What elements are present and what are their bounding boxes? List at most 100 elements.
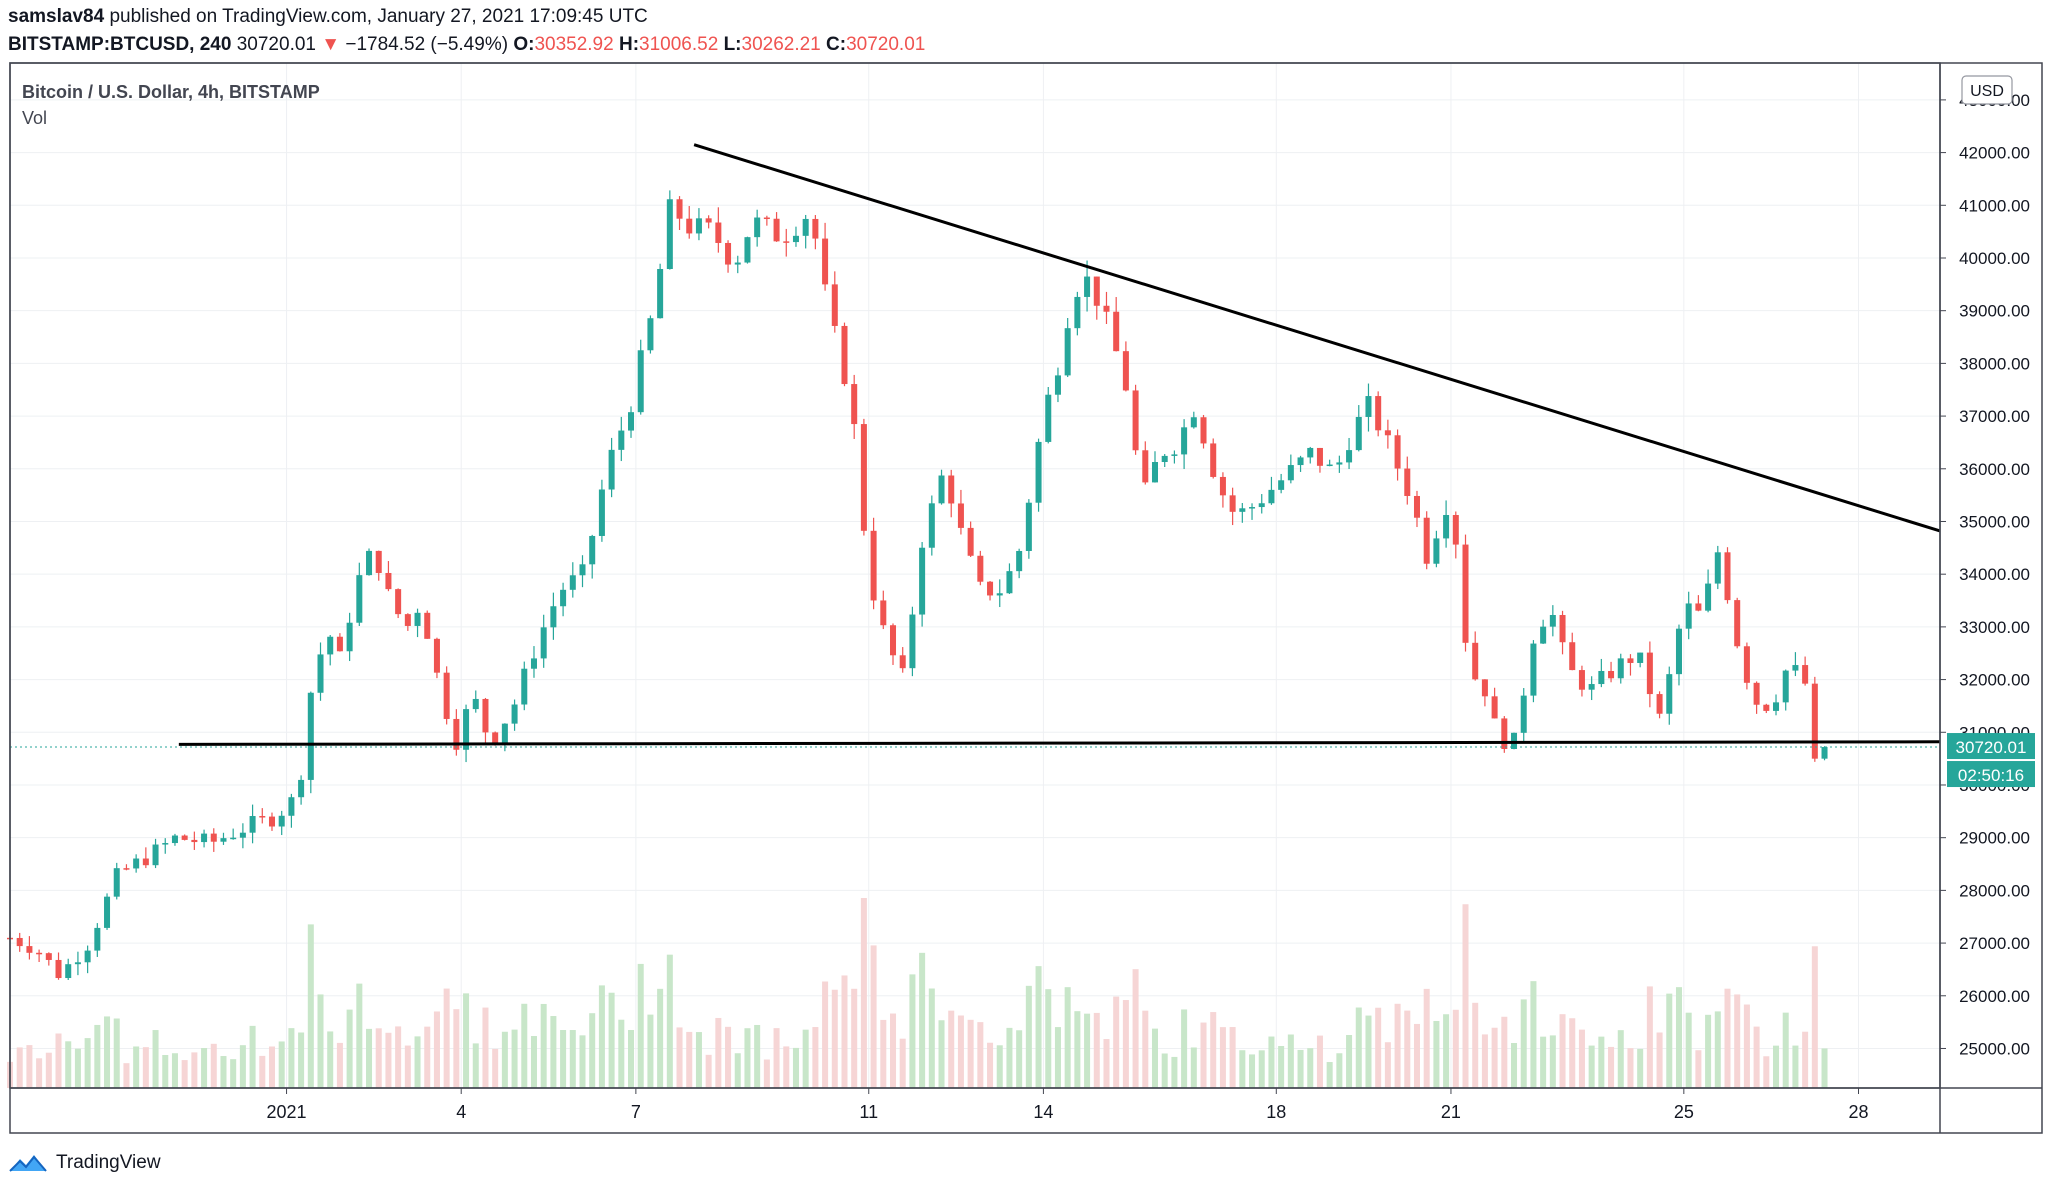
- candle-body: [666, 199, 673, 270]
- candle-body: [598, 489, 605, 536]
- candle-body: [841, 325, 848, 385]
- volume-bar: [1782, 1012, 1789, 1088]
- volume-bar: [1054, 1027, 1061, 1088]
- candle-body: [1171, 454, 1178, 456]
- volume-bar: [249, 1025, 256, 1088]
- candle-body: [1743, 646, 1750, 683]
- candle-body: [1559, 615, 1566, 643]
- volume-bar: [1734, 994, 1741, 1088]
- candle-body: [1229, 495, 1236, 512]
- volume-bar: [1219, 1027, 1226, 1088]
- outer-frame: [9, 62, 2043, 1134]
- volume-bar: [346, 1009, 353, 1088]
- volume-bar: [996, 1045, 1003, 1088]
- candle-body: [84, 950, 91, 963]
- y-tick-label: 37000.00: [1959, 407, 2030, 426]
- candle-body: [1724, 552, 1731, 601]
- author-name[interactable]: samslav84: [8, 6, 105, 27]
- y-tick-label: 42000.00: [1959, 144, 2030, 163]
- volume-bar: [336, 1042, 343, 1088]
- candle-body: [608, 449, 615, 490]
- candle-body: [792, 235, 799, 243]
- candle-body: [1685, 603, 1692, 629]
- candle-body: [1336, 462, 1343, 465]
- volume-bar: [171, 1053, 178, 1088]
- volume-bar: [1093, 1012, 1100, 1088]
- candle-body: [550, 606, 557, 628]
- candle-body: [676, 199, 683, 219]
- volume-bar: [191, 1052, 198, 1088]
- volume-bar: [1617, 1030, 1624, 1088]
- candle-body: [1200, 417, 1207, 444]
- volume-bar: [1132, 969, 1139, 1088]
- volume-bar: [783, 1046, 790, 1088]
- price-axis[interactable]: 25000.00 26000.00 27000.00 28000.00 29000.00…: [1940, 91, 2030, 1059]
- candle-body: [802, 218, 809, 236]
- volume-bar: [1278, 1046, 1285, 1088]
- volume-bar: [977, 1022, 984, 1088]
- chart-grid: [10, 63, 1940, 1088]
- time-axis[interactable]: 2021 4 7 11 14 18 21 25 28: [267, 1088, 1869, 1122]
- volume-bar: [1384, 1042, 1391, 1088]
- candle-body: [327, 636, 334, 655]
- candle-body: [259, 816, 266, 818]
- volume-bar: [909, 974, 916, 1088]
- descending-resistance-line: [693, 143, 1941, 533]
- volume-bar: [26, 1045, 33, 1088]
- volume-bar: [1210, 1012, 1217, 1088]
- candle-body: [1151, 462, 1159, 483]
- volume-bar: [1578, 1029, 1585, 1088]
- volume-bar: [1239, 1050, 1246, 1088]
- tradingview-brand: TradingView: [56, 1152, 161, 1173]
- volume-bar: [501, 1031, 508, 1088]
- volume-label: Vol: [22, 108, 47, 128]
- volume-bar: [1307, 1048, 1314, 1088]
- y-tick-label: 36000.00: [1959, 460, 2030, 479]
- volume-bar: [65, 1041, 72, 1088]
- volume-bar: [1413, 1023, 1420, 1088]
- volume-bar: [598, 985, 605, 1088]
- volume-bar: [1016, 1030, 1023, 1088]
- candle-body: [113, 868, 120, 897]
- volume-bar: [1462, 904, 1469, 1088]
- candle-body: [957, 503, 964, 528]
- candle-body: [1443, 515, 1450, 539]
- volume-bar: [530, 1036, 537, 1088]
- candle-body: [1326, 464, 1333, 467]
- volume-bar: [1084, 1013, 1091, 1088]
- candle-body: [1608, 670, 1615, 679]
- candle-body: [1297, 457, 1304, 466]
- volume-bar: [181, 1060, 188, 1088]
- candle-body: [1142, 450, 1149, 483]
- volume-bar: [453, 1009, 460, 1088]
- volume-bar: [967, 1019, 974, 1088]
- footer-brand[interactable]: TradingView: [8, 1148, 161, 1178]
- volume-bar: [16, 1047, 23, 1088]
- candle-body: [230, 837, 237, 840]
- volume-bar: [1064, 987, 1071, 1088]
- candle-body: [1239, 508, 1246, 512]
- volume-bar: [608, 992, 615, 1088]
- candle-body: [1705, 583, 1712, 611]
- volume-bar: [1666, 993, 1673, 1088]
- volume-bar: [1355, 1007, 1362, 1088]
- volume-bar: [162, 1054, 169, 1088]
- volume-bar: [1122, 1000, 1129, 1088]
- volume-bar: [1705, 1014, 1712, 1088]
- candle-body: [511, 704, 518, 724]
- x-tick-label: 25: [1674, 1102, 1694, 1122]
- candle-body: [1268, 489, 1275, 504]
- volume-bar: [948, 1010, 955, 1088]
- candle-body: [657, 269, 664, 319]
- volume-bar: [327, 1031, 334, 1088]
- candle-body: [1695, 603, 1702, 611]
- candle-body: [1355, 416, 1362, 451]
- volume-bar: [550, 1016, 557, 1088]
- volume-bar: [686, 1031, 693, 1088]
- volume-bar: [45, 1052, 52, 1088]
- volume-bar: [870, 945, 877, 1088]
- currency-button[interactable]: USD: [1961, 75, 2013, 105]
- volume-bar: [1181, 1009, 1188, 1088]
- volume-bar: [230, 1059, 237, 1088]
